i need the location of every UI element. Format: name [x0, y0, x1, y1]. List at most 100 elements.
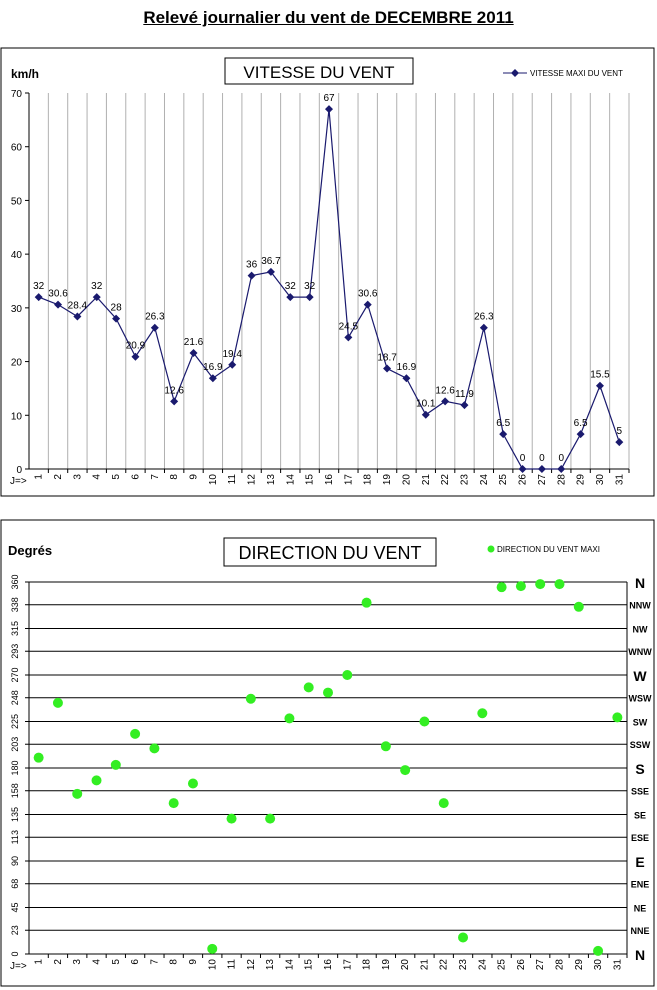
- direction-data-point: [400, 765, 411, 776]
- direction-series-points: [33, 579, 623, 956]
- direction-x-tick-label: 26: [516, 959, 527, 971]
- direction-y-tick-label: 23: [10, 925, 20, 935]
- direction-x-tick-label: 7: [149, 959, 160, 965]
- direction-x-tick-label: 10: [207, 959, 218, 971]
- speed-x-tick-label: 9: [189, 474, 200, 480]
- direction-y-tick-label: 315: [10, 621, 20, 636]
- speed-data-point: [228, 360, 237, 369]
- speed-data-point: [479, 323, 488, 332]
- speed-x-tick-label: 22: [440, 474, 451, 486]
- direction-y-tick-label: 338: [10, 597, 20, 612]
- direction-axes: [25, 581, 628, 958]
- speed-data-label: 11.9: [455, 389, 474, 400]
- speed-data-label: 32: [33, 281, 45, 292]
- speed-data-label: 19.4: [222, 349, 242, 360]
- speed-x-tick-label: 12: [247, 474, 258, 486]
- speed-data-point: [266, 267, 275, 276]
- speed-y-tick-label: 70: [11, 89, 23, 100]
- direction-y-tick-label: 45: [10, 902, 20, 912]
- direction-data-point: [612, 712, 623, 723]
- direction-x-tick-label: 21: [419, 959, 430, 971]
- speed-data-point: [131, 352, 140, 361]
- speed-x-tick-label: 4: [92, 474, 103, 480]
- direction-data-point: [245, 693, 256, 704]
- direction-tick-labels: 0234568901131351581802032252482702933153…: [10, 574, 623, 970]
- speed-data-point: [421, 410, 430, 419]
- speed-x-tick-label: 31: [614, 474, 625, 486]
- speed-data-label: 36.7: [261, 256, 281, 267]
- direction-x-tick-label: 5: [111, 959, 122, 965]
- compass-label-nne: NNE: [630, 926, 649, 936]
- page-title: Relevé journalier du vent de DECEMBRE 20…: [143, 8, 514, 27]
- speed-data-point: [325, 105, 333, 114]
- compass-labels: N NNW NW WNW W WSW SW SSW S SSE SE ESE E ENE NE NNE N: [628, 575, 652, 963]
- direction-data-point: [496, 582, 507, 593]
- direction-y-tick-label: 0: [10, 951, 20, 956]
- compass-label-nw: NW: [633, 625, 648, 635]
- speed-data-label: 20.9: [126, 341, 146, 352]
- direction-data-point: [187, 778, 198, 789]
- direction-data-point: [342, 670, 353, 680]
- speed-data-label: 0: [539, 453, 545, 464]
- direction-data-point: [323, 687, 333, 698]
- direction-data-point: [380, 741, 391, 752]
- speed-data-point: [537, 465, 546, 473]
- direction-x-tick-label: 31: [612, 959, 623, 971]
- speed-data-point: [208, 374, 217, 383]
- speed-y-tick-label: 30: [11, 304, 23, 315]
- direction-x-tick-label: 12: [246, 959, 257, 971]
- speed-data-point: [576, 430, 585, 439]
- direction-y-tick-label: 113: [10, 830, 20, 844]
- speed-title-box: [224, 57, 414, 85]
- speed-data-labels: 3230.628.4322820.926.312.621.616.919.436…: [33, 93, 622, 464]
- speed-data-label: 18.7: [377, 353, 397, 364]
- compass-label-wnw: WNW: [628, 647, 652, 657]
- speed-data-point: [557, 465, 566, 473]
- speed-y-tick-label: 0: [16, 465, 22, 476]
- direction-x-tick-label: 20: [400, 959, 411, 971]
- direction-data-point: [477, 708, 488, 719]
- speed-data-point: [150, 323, 159, 332]
- compass-label-nnw: NNW: [629, 601, 651, 611]
- direction-chart-title: DIRECTION DU VENT: [238, 543, 421, 563]
- speed-legend: VITESSE MAXI DU VENT: [503, 69, 623, 78]
- direction-data-point: [361, 597, 372, 608]
- speed-series-points: [34, 105, 624, 473]
- direction-gridlines: [29, 581, 627, 955]
- speed-x-tick-label: 8: [169, 474, 180, 480]
- direction-y-tick-label: 270: [10, 667, 20, 682]
- direction-y-tick-label: 158: [10, 783, 20, 798]
- speed-x-tick-label: 14: [285, 474, 296, 486]
- speed-data-label: 16.9: [203, 362, 223, 373]
- direction-x-tick-label: 15: [304, 959, 315, 971]
- speed-data-label: 32: [285, 281, 297, 292]
- direction-data-point: [593, 945, 604, 956]
- speed-data-label: 0: [558, 453, 564, 464]
- speed-data-label: 30.6: [358, 289, 378, 300]
- speed-data-point: [112, 314, 121, 323]
- speed-data-label: 16.9: [397, 362, 417, 373]
- direction-x-tick-label: 25: [497, 959, 508, 971]
- speed-x-tick-label: 16: [324, 474, 335, 486]
- speed-x-tick-label: 28: [556, 474, 567, 486]
- speed-data-point: [402, 374, 411, 383]
- compass-label-sse: SSE: [631, 787, 649, 797]
- direction-x-tick-label: 16: [323, 959, 334, 971]
- speed-x-tick-label: 10: [208, 474, 219, 486]
- direction-data-point: [226, 813, 237, 824]
- compass-label-sw: SW: [633, 718, 648, 728]
- direction-y-tick-label: 180: [10, 760, 20, 775]
- speed-data-point: [54, 300, 63, 309]
- speed-x-tick-label: 11: [227, 474, 238, 485]
- speed-data-label: 21.6: [184, 337, 204, 348]
- compass-label-ene: ENE: [631, 880, 650, 890]
- speed-x-tick-label: 27: [537, 474, 548, 486]
- direction-title-box: [223, 537, 437, 567]
- speed-x-tick-label: 21: [421, 474, 432, 486]
- speed-data-label: 6.5: [574, 418, 588, 429]
- speed-y-tick-label: 40: [11, 250, 23, 261]
- speed-x-tick-label: 24: [479, 474, 490, 486]
- direction-y-tick-label: 360: [10, 574, 20, 589]
- compass-label-wsw: WSW: [629, 694, 652, 704]
